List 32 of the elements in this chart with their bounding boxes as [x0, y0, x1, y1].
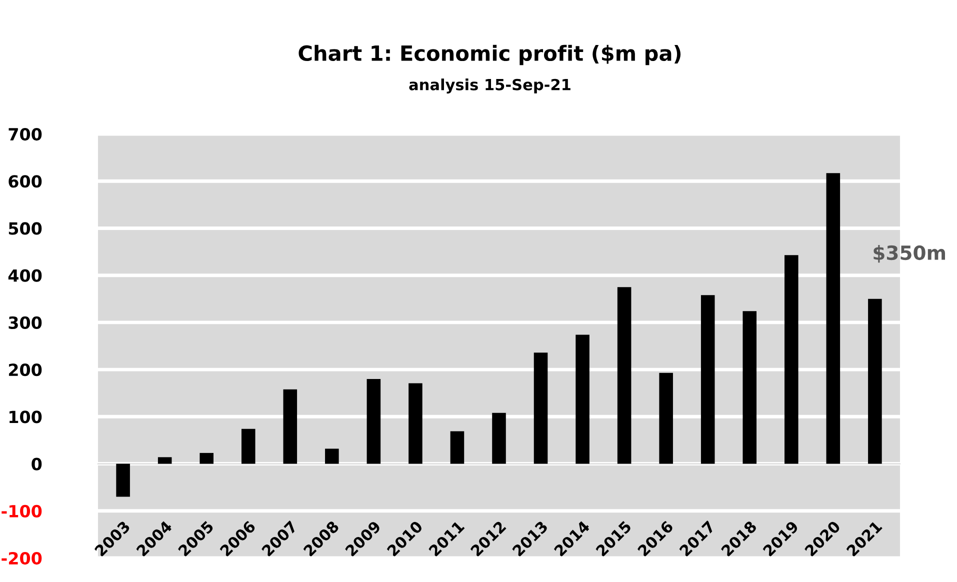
bar: [534, 352, 548, 464]
bar: [450, 431, 464, 464]
bar: [784, 255, 798, 464]
y-tick-label: -100: [2, 504, 42, 518]
annotation: $350m: [874, 245, 945, 263]
bar: [241, 428, 256, 464]
bar: [826, 173, 840, 464]
y-tick-label: 200: [8, 364, 42, 376]
bar: [325, 448, 339, 464]
y-tick-label: 300: [8, 316, 42, 330]
bar: [868, 298, 882, 464]
bar: [366, 378, 381, 464]
y-tick-label: 400: [8, 269, 42, 282]
bar: [492, 412, 506, 464]
y-tick-label: 700: [8, 128, 42, 141]
bar: [700, 295, 715, 464]
bar: [408, 383, 422, 464]
bar: [283, 389, 298, 464]
bar: [576, 334, 590, 464]
bar: [200, 452, 214, 464]
bar: [742, 311, 757, 464]
bar: [617, 287, 632, 464]
y-tick-label: -200: [2, 552, 42, 565]
bar: [116, 464, 130, 497]
chart-subtitle: analysis 15-Sep-21: [409, 78, 570, 94]
y-tick-label: 100: [10, 410, 42, 424]
y-tick-label: 500: [8, 222, 42, 235]
y-tick-label: 600: [8, 175, 42, 188]
chart-title: Chart 1: Economic profit ($m pa): [298, 44, 681, 66]
bar: [659, 372, 673, 464]
bar: [158, 457, 172, 464]
y-tick-label: 0: [32, 458, 42, 470]
